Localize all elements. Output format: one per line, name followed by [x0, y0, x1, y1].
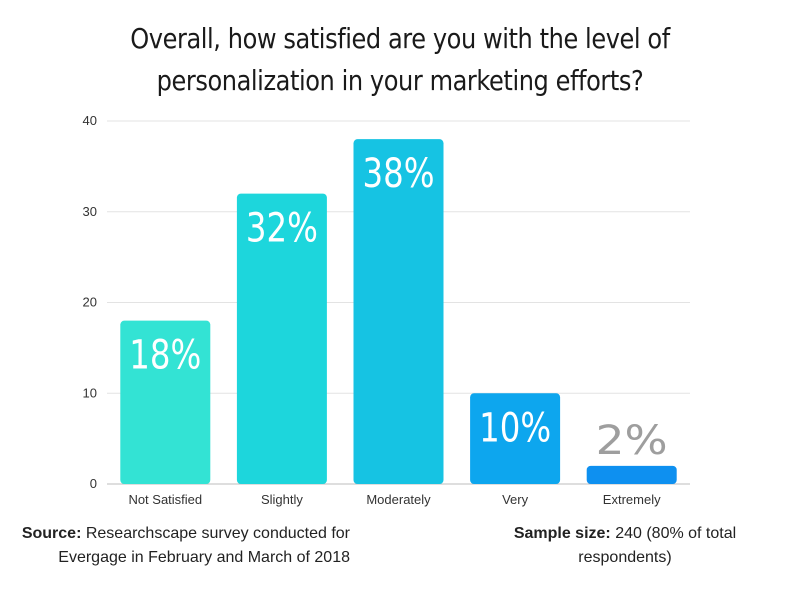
- bar: [120, 320, 211, 484]
- source-note: Source: Researchscape survey conducted f…: [0, 522, 350, 570]
- sample-size-note: Sample size: 240 (80% of total responden…: [490, 522, 760, 570]
- y-tick-label: 20: [83, 295, 97, 310]
- bar: [586, 465, 677, 484]
- chart-title: Overall, how satisfied are you with the …: [130, 22, 670, 97]
- bar: [353, 139, 444, 484]
- y-tick-label: 40: [83, 113, 97, 128]
- bar: [236, 193, 327, 484]
- data-label: 32%: [246, 206, 318, 252]
- y-tick-label: 0: [90, 476, 97, 491]
- y-tick-label: 30: [83, 204, 97, 219]
- data-labels: 18% 32% 38% 10% 2%: [129, 151, 667, 464]
- sample-size-label: Sample size:: [513, 525, 611, 542]
- bar: [470, 393, 561, 484]
- bars: [120, 139, 677, 484]
- category-labels: Not Satisfied Slightly Moderately Very Extre…: [128, 492, 661, 507]
- category-label: Extremely: [603, 492, 661, 507]
- data-label: 38%: [363, 151, 435, 197]
- category-label: Not Satisfied: [128, 492, 202, 507]
- source-label: Source:: [21, 525, 82, 542]
- sample-size-text: 240 (80% of total respondents): [578, 525, 737, 566]
- category-label: Moderately: [366, 492, 431, 507]
- category-label: Very: [502, 492, 529, 507]
- y-axis-ticks: 0 10 20 30 40: [83, 113, 97, 491]
- category-label: Slightly: [261, 492, 303, 507]
- data-label: 2%: [596, 418, 668, 464]
- data-label: 18%: [129, 333, 201, 379]
- source-text: Researchscape survey conducted for Everg…: [58, 525, 350, 566]
- data-label: 10%: [479, 405, 551, 451]
- y-tick-label: 10: [83, 385, 97, 400]
